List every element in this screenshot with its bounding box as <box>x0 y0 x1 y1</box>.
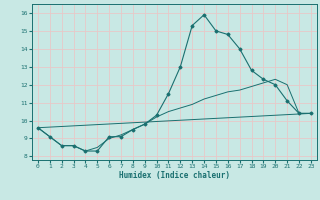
X-axis label: Humidex (Indice chaleur): Humidex (Indice chaleur) <box>119 171 230 180</box>
